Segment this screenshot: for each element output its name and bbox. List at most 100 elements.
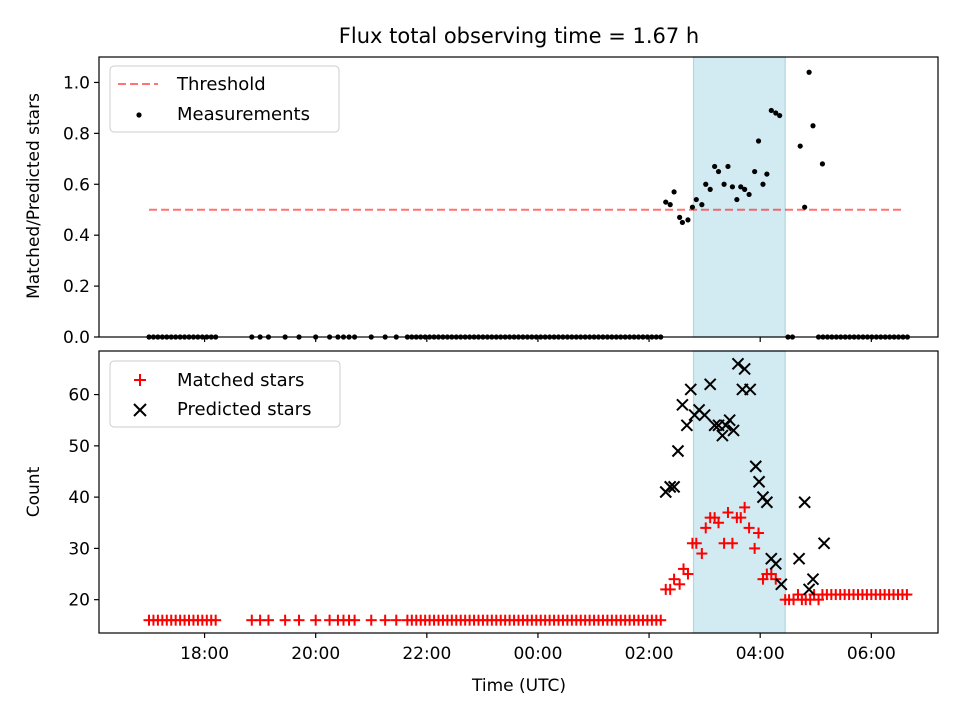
xtick-label: 18:00 xyxy=(180,644,229,664)
measurements-point xyxy=(715,168,722,175)
bottom-ytick-label: 50 xyxy=(68,437,90,457)
measurements-point xyxy=(725,163,731,170)
xtick-label: 00:00 xyxy=(513,644,562,664)
matched-stars-point xyxy=(696,548,708,560)
bottom-ylabel: Count xyxy=(24,466,44,517)
predicted-legend-marker xyxy=(133,403,147,417)
predicted-stars-point xyxy=(663,480,677,494)
chart-title: Flux total observing time = 1.67 h xyxy=(339,24,699,48)
matched-stars-point xyxy=(682,568,694,580)
bottom-ytick-label: 60 xyxy=(68,386,90,406)
predicted-stars-point xyxy=(698,408,711,422)
predicted-stars-point xyxy=(760,496,774,509)
predicted-stars-point xyxy=(806,572,820,586)
top-ytick-label: 0.2 xyxy=(63,277,90,297)
predicted-stars-point xyxy=(817,537,831,550)
predicted-stars-point xyxy=(769,557,782,570)
measurements-point xyxy=(663,199,669,205)
matched-stars-point xyxy=(901,589,913,601)
top-ytick-label: 0.8 xyxy=(63,124,90,144)
measurements-point xyxy=(810,123,816,129)
matched-stars-point xyxy=(379,614,391,626)
matched-stars-point xyxy=(310,614,322,626)
predicted-stars-point xyxy=(738,362,751,376)
matched-stars-point xyxy=(726,537,738,549)
top-observing-window xyxy=(692,56,786,338)
top-plot-frame xyxy=(98,56,939,338)
matched-stars-point xyxy=(713,517,725,529)
measurements-point xyxy=(806,69,812,75)
top-ytick-label: 0.4 xyxy=(63,226,90,246)
predicted-stars-point xyxy=(684,383,697,396)
bottom-ytick-label: 20 xyxy=(68,591,90,611)
measurements-point xyxy=(685,217,691,223)
measurements-point xyxy=(746,191,752,198)
measurements-point xyxy=(764,171,770,177)
measurements-point xyxy=(738,184,744,190)
measurements-point xyxy=(777,112,783,119)
measurements-point xyxy=(734,196,740,203)
measurements-point xyxy=(802,204,808,210)
bottom-ytick-label: 40 xyxy=(68,488,90,508)
predicted-stars-point xyxy=(775,578,788,591)
predicted-stars-point xyxy=(749,460,762,473)
predicted-stars-point xyxy=(676,398,689,412)
measurements-point xyxy=(699,202,705,208)
predicted-stars-point xyxy=(667,480,681,494)
predicted-stars-point xyxy=(743,383,757,396)
bottom-legend-box xyxy=(109,360,341,428)
predicted-stars-point xyxy=(723,414,736,427)
predicted-stars-point xyxy=(727,424,740,437)
matched-stars-point xyxy=(365,614,377,626)
measurements-legend-marker xyxy=(136,112,142,118)
xtick-label: 22:00 xyxy=(402,644,451,664)
matched-stars-point xyxy=(739,501,751,513)
predicted-stars-point xyxy=(731,357,745,371)
matched-stars-point xyxy=(700,522,712,534)
threshold-legend-label: Threshold xyxy=(176,74,266,95)
bottom-ytick-label: 30 xyxy=(68,539,90,559)
top-legend-box xyxy=(109,65,340,133)
measurements-point xyxy=(721,181,727,187)
measurements-point xyxy=(742,186,748,192)
matched-stars-point xyxy=(743,522,755,534)
xtick-label: 04:00 xyxy=(736,644,785,664)
matched-stars-point xyxy=(655,614,667,626)
xtick-label: 02:00 xyxy=(625,644,674,664)
measurements-point xyxy=(693,196,699,203)
measurements-point xyxy=(703,181,709,187)
measurements-point xyxy=(819,161,826,167)
measurements-point xyxy=(729,184,736,190)
measurements-point xyxy=(679,219,686,226)
top-ytick-label: 1.0 xyxy=(63,73,90,93)
predicted-legend-label: Predicted stars xyxy=(177,399,311,420)
top-legend: Threshold Measurements xyxy=(109,65,340,133)
measurements-point xyxy=(707,186,713,192)
measurements-point xyxy=(677,214,683,220)
x-axis-title: Time (UTC) xyxy=(471,676,566,696)
predicted-stars-point xyxy=(703,378,717,391)
measurements-legend-label: Measurements xyxy=(177,104,310,125)
matched-stars-point xyxy=(390,614,402,626)
matched-legend-label: Matched stars xyxy=(177,370,304,391)
matched-stars-point xyxy=(664,583,676,595)
measurements-point xyxy=(689,204,696,210)
measurements-point xyxy=(797,143,803,149)
measurements-point xyxy=(752,168,758,175)
predicted-stars-point xyxy=(802,583,816,596)
bottom-plot-frame xyxy=(98,350,939,634)
measurements-point xyxy=(712,163,718,170)
matched-stars-point xyxy=(749,542,761,554)
predicted-stars-point xyxy=(716,429,729,442)
measurements-point xyxy=(760,181,766,187)
matched-stars-point xyxy=(668,573,680,585)
matched-stars-point xyxy=(690,537,702,549)
measurements-point xyxy=(667,202,673,208)
matched-stars-point xyxy=(722,507,734,519)
predicted-stars-point xyxy=(671,444,685,458)
matched-stars-point xyxy=(279,614,291,626)
measurements-point xyxy=(755,138,762,144)
matched-stars-point xyxy=(210,614,222,626)
predicted-stars-point xyxy=(680,419,694,432)
